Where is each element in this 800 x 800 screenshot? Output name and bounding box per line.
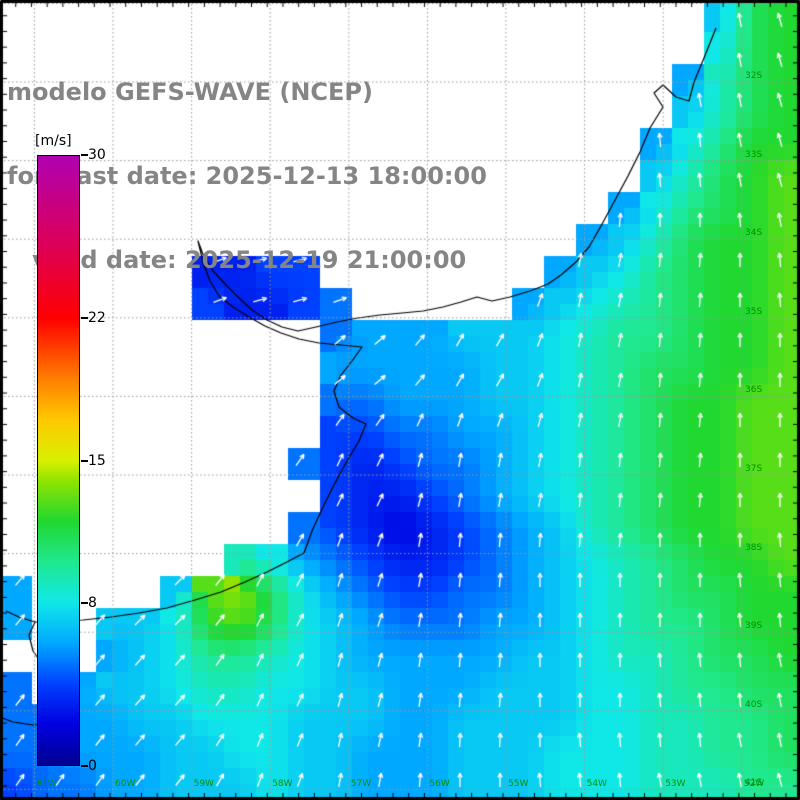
lat-label: 38S [745,542,763,553]
lat-label: 40S [745,699,763,710]
lon-label: 53W [665,779,686,789]
lat-label: 33S [745,149,763,160]
lat-label: 34S [745,228,763,239]
lon-label: 61W [36,779,57,789]
lon-label: 56W [429,779,450,789]
lon-label: 60W [115,779,136,789]
lat-label: 35S [745,306,763,317]
lat-label: 32S [745,71,763,81]
lon-label: 58W [272,779,293,789]
title-block: modelo GEFS-WAVE (NCEP) forecast date: 2… [7,22,487,330]
lon-label: 55W [508,779,529,789]
lat-label: 37S [745,464,763,474]
lon-label: 59W [193,779,214,789]
lon-label: 52W [743,779,765,789]
lat-label: 41S [745,778,763,789]
lon-label: 57W [350,779,372,789]
lat-label: 39S [745,621,763,632]
lat-label: 36S [745,385,763,396]
model-title: modelo GEFS-WAVE (NCEP) [7,78,373,106]
lon-label: 54W [586,779,607,789]
forecast-date: forecast date: 2025-12-13 18:00:00 [7,162,487,190]
valid-date: valid date: 2025-12-19 21:00:00 [7,246,467,274]
